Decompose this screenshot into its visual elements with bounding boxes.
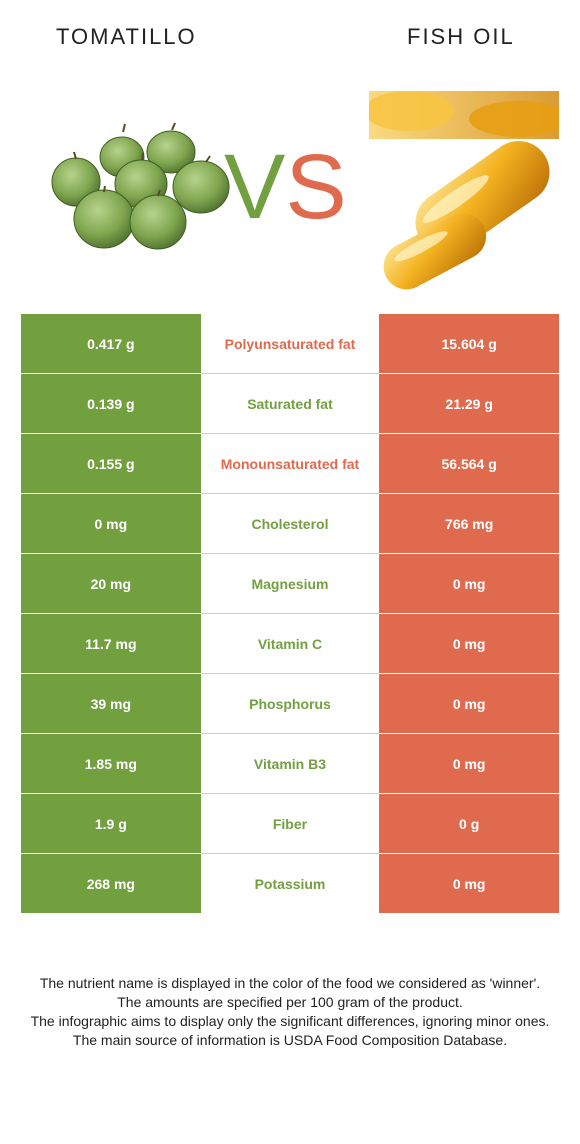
right-value: 15.604 g	[379, 314, 559, 374]
table-row: 20 mg Magnesium 0 mg	[21, 553, 559, 614]
right-value: 56.564 g	[379, 433, 559, 494]
footer-line: The amounts are specified per 100 gram o…	[117, 994, 463, 1010]
table-row: 1.9 g Fiber 0 g	[21, 793, 559, 854]
right-value: 0 mg	[379, 613, 559, 674]
vs-s: S	[285, 136, 347, 238]
left-value: 268 mg	[21, 853, 201, 913]
left-value: 1.85 mg	[21, 733, 201, 794]
footer-line: The main source of information is USDA F…	[72, 1032, 508, 1048]
right-value: 0 g	[379, 793, 559, 854]
table-row: 0.139 g Saturated fat 21.29 g	[21, 373, 559, 434]
nutrient-name: Cholesterol	[200, 493, 380, 554]
right-value: 0 mg	[379, 853, 559, 913]
left-value: 0.417 g	[21, 314, 201, 374]
left-food-title: TOMATILLO	[56, 24, 197, 49]
nutrient-name: Monounsaturated fat	[200, 433, 380, 494]
nutrient-name: Potassium	[200, 853, 380, 913]
nutrient-name: Fiber	[200, 793, 380, 854]
footer-line: The nutrient name is displayed in the co…	[39, 975, 541, 991]
footer-notes: The nutrient name is displayed in the co…	[18, 974, 562, 1050]
table-row: 0.417 g Polyunsaturated fat 15.604 g	[21, 314, 559, 374]
vs-v: V	[224, 136, 286, 238]
right-food-title: FISH OIL	[407, 24, 515, 49]
nutrient-name: Phosphorus	[200, 673, 380, 734]
left-value: 11.7 mg	[21, 613, 201, 674]
left-value: 0.139 g	[21, 373, 201, 434]
table-row: 39 mg Phosphorus 0 mg	[21, 673, 559, 734]
left-value: 0.155 g	[21, 433, 201, 494]
nutrient-name: Vitamin B3	[200, 733, 380, 794]
right-value: 21.29 g	[379, 373, 559, 434]
fish-oil-image	[369, 91, 559, 291]
left-value: 20 mg	[21, 553, 201, 614]
nutrient-name: Vitamin C	[200, 613, 380, 674]
table-row: 0.155 g Monounsaturated fat 56.564 g	[21, 433, 559, 494]
nutrient-name: Saturated fat	[200, 373, 380, 434]
nutrient-name: Magnesium	[200, 553, 380, 614]
right-value: 0 mg	[379, 673, 559, 734]
tomatillo-image	[51, 122, 230, 250]
left-value: 39 mg	[21, 673, 201, 734]
table-row: 1.85 mg Vitamin B3 0 mg	[21, 733, 559, 794]
right-value: 0 mg	[379, 733, 559, 794]
right-value: 0 mg	[379, 553, 559, 614]
footer-line: The infographic aims to display only the…	[30, 1013, 550, 1029]
table-row: 0 mg Cholesterol 766 mg	[21, 493, 559, 554]
table-row: 268 mg Potassium 0 mg	[21, 853, 559, 913]
left-value: 0 mg	[21, 493, 201, 554]
right-value: 766 mg	[379, 493, 559, 554]
nutrient-name: Polyunsaturated fat	[200, 314, 380, 374]
vs-label: VS	[224, 137, 347, 237]
left-value: 1.9 g	[21, 793, 201, 854]
comparison-table: 0.417 g Polyunsaturated fat 15.604 g 0.139 …	[21, 314, 559, 913]
